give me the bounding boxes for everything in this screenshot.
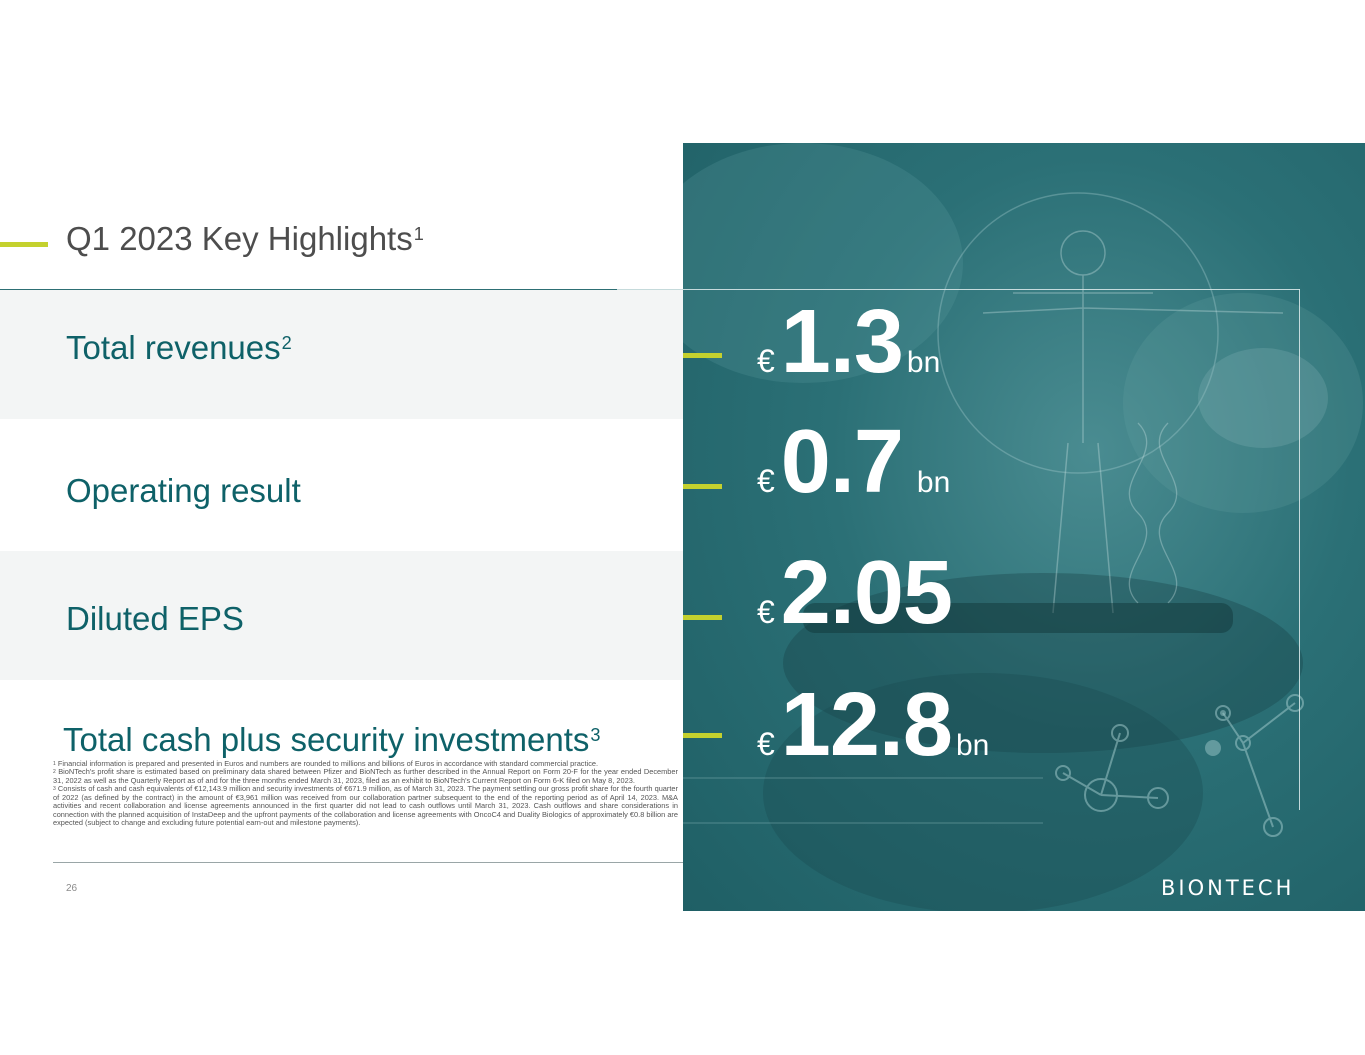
- footnote-mark: 1: [53, 761, 56, 767]
- panel-frame-top: [617, 289, 1300, 290]
- metric-number: 2.05: [780, 543, 953, 643]
- title-accent-bar: [0, 242, 48, 247]
- metric-label-operating: Operating result: [66, 472, 301, 510]
- footnote-2: 2 BioNTech's profit share is estimated b…: [53, 768, 678, 785]
- currency-symbol: €: [757, 726, 775, 762]
- footnote-mark: 2: [281, 332, 292, 353]
- footer-divider: [53, 862, 683, 863]
- currency-symbol: €: [757, 594, 775, 630]
- page-number: 26: [66, 883, 78, 894]
- footnote-mark: 3: [590, 724, 601, 745]
- footnote-text: Financial information is prepared and pr…: [55, 759, 599, 768]
- metric-label-eps: Diluted EPS: [66, 600, 244, 638]
- value-accent-bar: [683, 733, 722, 738]
- title-footnote-mark: 1: [413, 223, 424, 244]
- footnote-1: 1 Financial information is prepared and …: [53, 759, 678, 768]
- metric-number: 12.8: [780, 675, 953, 775]
- metric-label-text: Diluted EPS: [66, 600, 244, 637]
- metric-band-eps: [0, 551, 683, 680]
- value-accent-bar: [683, 484, 722, 489]
- metric-value-revenues: € 1.3 bn: [757, 297, 940, 387]
- metric-value-cash: € 12.8 bn: [757, 680, 989, 770]
- metric-label-text: Total revenues: [66, 329, 281, 366]
- metric-label-cash: Total cash plus security investments3: [63, 721, 600, 759]
- metric-number: 0.7: [780, 412, 904, 512]
- metric-number: 1.3: [780, 292, 904, 392]
- footnote-mark: 2: [53, 769, 56, 776]
- footnote-3: 3 Consists of cash and cash equivalents …: [53, 785, 678, 827]
- metric-unit: bn: [955, 729, 990, 762]
- page-title: Q1 2023 Key Highlights1: [66, 220, 424, 258]
- footnote-text: BioNTech's profit share is estimated bas…: [53, 767, 678, 785]
- metric-unit: bn: [916, 466, 951, 499]
- value-accent-bar: [683, 615, 722, 620]
- biontech-logo: BIONTECH: [1161, 876, 1295, 900]
- page-title-text: Q1 2023 Key Highlights: [66, 220, 413, 257]
- metric-value-eps: € 2.05: [757, 543, 953, 643]
- metric-value-operating: € 0.7 bn: [757, 417, 950, 507]
- metric-label-text: Operating result: [66, 472, 301, 509]
- metric-label-text: Total cash plus security investments: [63, 721, 590, 758]
- footnote-text: Consists of cash and cash equivalents of…: [53, 784, 678, 828]
- metric-label-revenues: Total revenues2: [66, 329, 292, 367]
- value-accent-bar: [683, 353, 722, 358]
- currency-symbol: €: [757, 343, 775, 379]
- metric-unit: bn: [906, 346, 941, 379]
- hero-image-panel: [683, 143, 1365, 911]
- footnotes: 1 Financial information is prepared and …: [53, 759, 678, 828]
- medical-illustration: [683, 143, 1363, 911]
- currency-symbol: €: [757, 463, 775, 499]
- panel-frame-right: [1299, 289, 1300, 810]
- footnote-mark: 3: [53, 786, 56, 793]
- metric-band-revenues: [0, 290, 683, 419]
